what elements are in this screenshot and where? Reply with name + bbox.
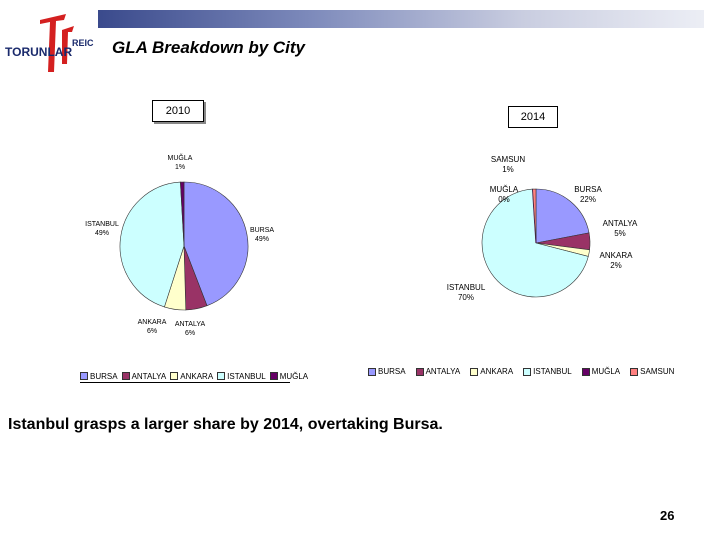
legend-item-ankara: ANKARA (170, 372, 213, 381)
header-gradient-bar (98, 10, 704, 28)
logo-text: TORUNLAR (5, 45, 72, 59)
data-label-2010-antalya: ANTALYA 6% (175, 321, 206, 337)
legend-item-mula: MUĞLA (581, 367, 621, 376)
slice-2010-mula (180, 181, 185, 247)
legend-swatch-bursa (80, 372, 88, 380)
legend-label-bursa: BURSA (90, 371, 118, 381)
legend-item-bursa: BURSA (80, 372, 118, 381)
data-label-2010-bursa: BURSA 49% (250, 227, 274, 243)
page-number: 26 (660, 508, 675, 523)
legend-2010: BURSA ANTALYA ANKARA ISTANBUL MUĞLA (80, 370, 308, 383)
page-title: GLA Breakdown by City (112, 38, 306, 57)
chart-title-2014: 2014 (508, 106, 558, 128)
legend-item-antalya: ANTALYA (415, 367, 461, 376)
legend-swatch-bursa (368, 367, 376, 376)
legend-label-antalya: ANTALYA (131, 371, 167, 381)
legend-swatch-antalya (415, 367, 424, 376)
legend-label-samsun: SAMSUN (640, 367, 675, 376)
data-label-2014-samsun: SAMSUN 1% (491, 155, 525, 174)
legend-label-ankara: ANKARA (480, 367, 514, 376)
slice-2010-bursa (183, 181, 249, 307)
legend-swatch-ankara (170, 372, 179, 380)
data-label-2010-istanbul: ISTANBUL 49% (85, 221, 119, 237)
slice-2014-bursa (535, 188, 590, 244)
caption-text: Istanbul grasps a larger share by 2014, … (8, 416, 443, 433)
legend-item-mula: MUĞLA (269, 371, 309, 381)
legend-item-istanbul: ISTANBUL (523, 367, 572, 376)
legend-swatch-istanbul (523, 367, 532, 376)
torunlar-logo: TORUNLAR REIC (4, 12, 98, 74)
slice-2014-samsun (532, 188, 537, 244)
legend-label-ankara: ANKARA (180, 371, 214, 381)
data-label-2014-istanbul: ISTANBUL 70% (447, 283, 486, 302)
legend-swatch-istanbul (217, 372, 226, 380)
data-label-2014-ankara: ANKARA 2% (600, 251, 634, 270)
legend-item-antalya: ANTALYA (121, 371, 167, 381)
data-label-2014-mula: MUĞLA 0% (490, 185, 519, 204)
legend-item-bursa: BURSA (368, 367, 406, 376)
legend-label-mula: MUĞLA (591, 367, 621, 376)
legend-label-istanbul: ISTANBUL (533, 367, 572, 376)
legend-label-istanbul: ISTANBUL (227, 371, 266, 381)
legend-label-mula: MUĞLA (279, 371, 309, 381)
data-label-2010-ankara: ANKARA 6% (138, 319, 167, 335)
slice-2010-istanbul (119, 181, 185, 308)
legend-swatch-antalya (121, 372, 130, 380)
legend-swatch-ankara (470, 367, 479, 376)
legend-item-ankara: ANKARA (470, 367, 513, 376)
logo-subtext: REIC (72, 38, 94, 48)
legend-item-samsun: SAMSUN (630, 367, 674, 376)
legend-swatch-mula (581, 367, 590, 376)
data-label-2014-antalya: ANTALYA 5% (603, 219, 638, 238)
data-label-2014-bursa: BURSA 22% (574, 185, 602, 204)
legend-2014: BURSA ANTALYA ANKARA ISTANBUL MUĞLA SAMSUN (368, 367, 684, 376)
data-label-2010-mula: MUĞLA 1% (168, 153, 193, 171)
chart-title-2010: 2010 (152, 100, 204, 122)
legend-label-antalya: ANTALYA (425, 367, 461, 376)
legend-label-bursa: BURSA (378, 367, 406, 376)
legend-item-istanbul: ISTANBUL (217, 372, 266, 381)
slice-2014-istanbul (481, 188, 589, 298)
legend-swatch-samsun (630, 367, 639, 376)
legend-swatch-mula (269, 372, 278, 380)
